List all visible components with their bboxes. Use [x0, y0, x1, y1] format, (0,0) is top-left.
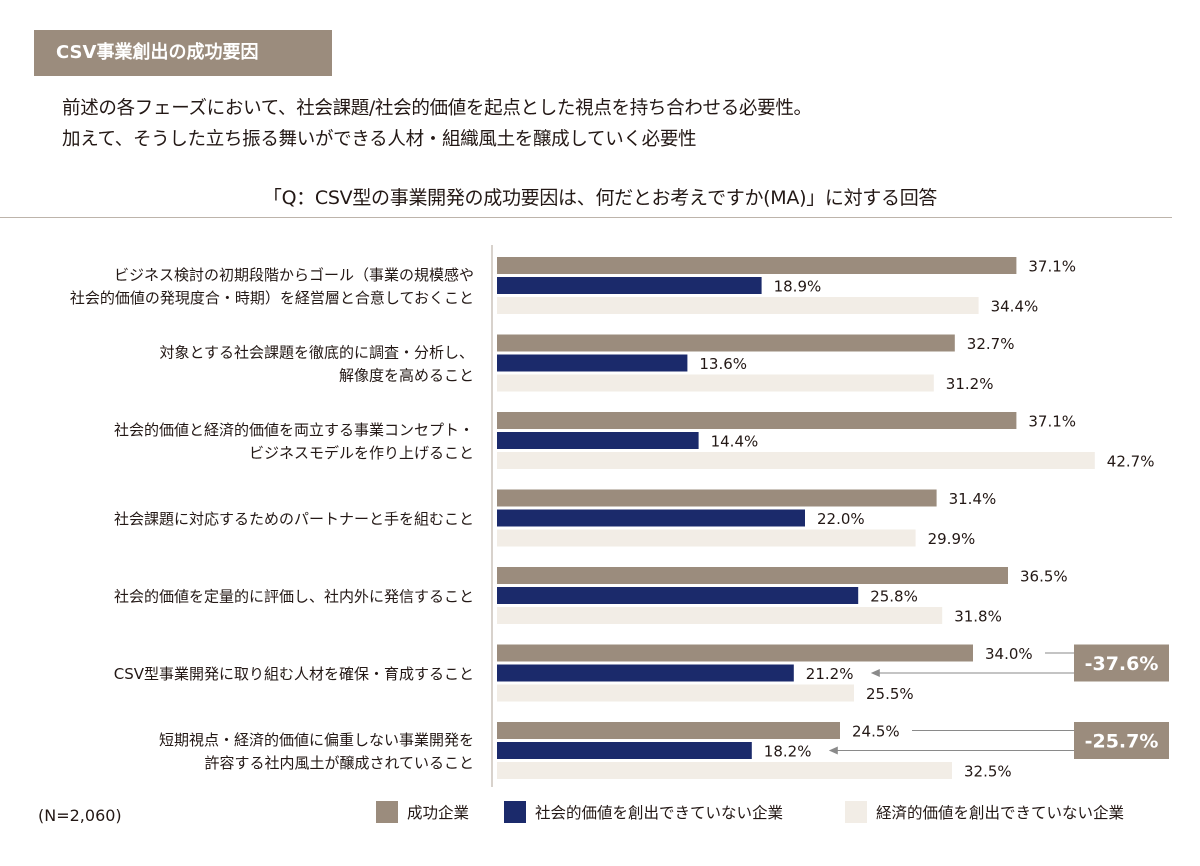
legend-swatch-no-social-value: [504, 801, 526, 823]
bar-no-economic-value: [497, 529, 916, 547]
category-label: 社会的価値と経済的価値を両立する事業コンセプト・: [114, 421, 474, 439]
bar-success: [497, 722, 840, 739]
category-label: 対象とする社会課題を徹底的に調査・分析し、: [159, 344, 474, 362]
data-label: 25.5%: [866, 685, 914, 703]
bar-success: [497, 489, 937, 507]
data-label: 18.2%: [764, 743, 812, 761]
bar-no-economic-value: [497, 684, 854, 702]
bar-success: [497, 644, 973, 662]
data-label: 42.7%: [1107, 453, 1155, 471]
callout-value: -37.6%: [1085, 653, 1159, 675]
bar-success: [497, 412, 1017, 429]
callout-value: -25.7%: [1085, 731, 1159, 753]
data-label: 31.4%: [949, 490, 997, 508]
category-label: ビジネス検討の初期段階からゴール（事業の規模感や: [114, 266, 474, 284]
category-label: 短期視点・経済的価値に偏重しない事業開発を: [159, 731, 474, 749]
legend-label: 経済的価値を創出できていない企業: [876, 804, 1124, 822]
bar-no-social-value: [497, 277, 762, 294]
data-label: 37.1%: [1028, 258, 1076, 276]
data-label: 36.5%: [1020, 568, 1068, 586]
bar-no-social-value: [497, 664, 794, 682]
data-label: 32.5%: [964, 763, 1012, 781]
legend-swatch-success: [376, 801, 398, 823]
callout-arrow-icon: [828, 746, 838, 755]
data-label: 22.0%: [817, 510, 865, 528]
bar-no-social-value: [497, 432, 699, 449]
data-label: 13.6%: [699, 355, 747, 373]
data-label: 25.8%: [870, 588, 918, 606]
sample-size-note: (N=2,060): [38, 806, 122, 825]
bar-no-economic-value: [497, 607, 943, 624]
bar-no-economic-value: [497, 762, 952, 779]
data-label: 24.5%: [852, 723, 900, 741]
category-label: 許容する社内風土が醸成されていること: [204, 754, 474, 772]
data-label: 14.4%: [711, 433, 759, 451]
legend-swatch-no-economic-value: [845, 801, 867, 823]
data-label: 31.8%: [954, 608, 1002, 626]
bar-no-social-value: [497, 509, 805, 527]
bar-success: [497, 257, 1017, 274]
data-label: 37.1%: [1028, 413, 1076, 431]
category-label: 社会的価値の発現度合・時期）を経営層と合意しておくこと: [70, 289, 474, 307]
bar-no-social-value: [497, 742, 752, 759]
section-tag: CSV事業創出の成功要因: [34, 30, 332, 76]
bar-success: [497, 567, 1008, 584]
category-label: 社会的価値を定量的に評価し、社内外に発信すること: [114, 588, 474, 606]
question-heading: 「Q：CSV型の事業開発の成功要因は、何だとお考えですか(MA)」に対する回答: [262, 187, 938, 209]
callout-badge: [1074, 644, 1169, 682]
data-label: 18.9%: [774, 278, 822, 296]
category-label: ビジネスモデルを作り上げること: [249, 444, 474, 462]
header-divider: [0, 217, 1172, 218]
callout-badge: [1074, 722, 1169, 759]
bar-no-social-value: [497, 354, 688, 372]
data-label: 31.2%: [946, 375, 994, 393]
category-label: 解像度を高めること: [339, 367, 474, 385]
subtitle-line-1: 前述の各フェーズにおいて、社会課題/社会的価値を起点とした視点を持ち合わせる必要…: [62, 98, 812, 119]
data-label: 21.2%: [806, 665, 854, 683]
data-label: 32.7%: [967, 335, 1015, 353]
data-label: 34.0%: [985, 645, 1033, 663]
bar-no-economic-value: [497, 297, 979, 314]
subtitle-line-2: 加えて、そうした立ち振る舞いができる人材・組織風土を醸成していく必要性: [62, 129, 697, 150]
bar-no-social-value: [497, 587, 859, 604]
bar-no-economic-value: [497, 452, 1095, 469]
data-label: 34.4%: [991, 298, 1039, 316]
data-label: 29.9%: [928, 530, 976, 548]
legend-label: 成功企業: [407, 804, 469, 822]
callout-arrow-icon: [870, 669, 880, 677]
category-label: CSV型事業開発に取り組む人材を確保・育成すること: [114, 665, 474, 683]
category-label: 社会課題に対応するためのパートナーと手を組むこと: [114, 510, 474, 528]
bar-no-economic-value: [497, 374, 934, 392]
legend-label: 社会的価値を創出できていない企業: [535, 804, 783, 822]
bar-success: [497, 334, 955, 352]
